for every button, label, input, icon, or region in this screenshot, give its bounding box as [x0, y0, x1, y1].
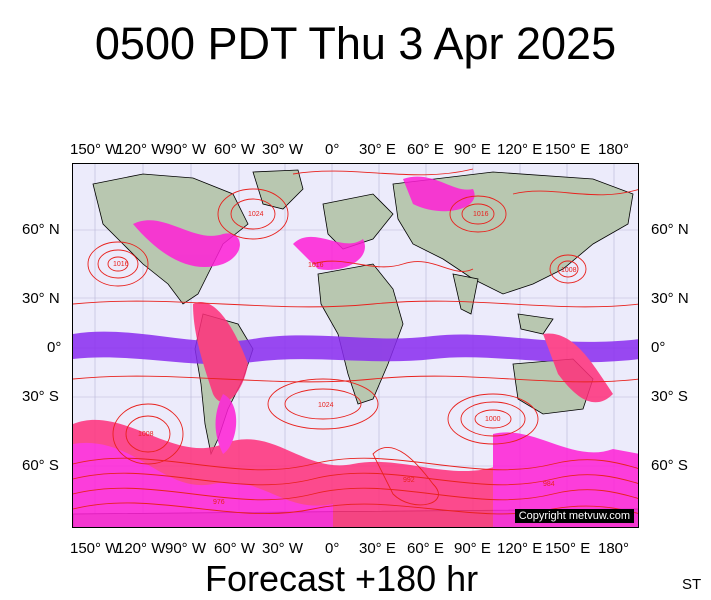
pressure-label: 1016 [473, 211, 489, 218]
forecast-label: Forecast +180 hr [205, 558, 479, 599]
pressure-label: 1024 [248, 211, 264, 218]
lon-label-top: 150° W [70, 141, 120, 158]
lat-label-right: 60° S [651, 457, 688, 474]
lat-label-left: 60° N [22, 221, 60, 238]
pressure-label: 1024 [318, 402, 334, 409]
lon-label-top: 60° E [407, 141, 444, 158]
lat-label-right: 0° [651, 339, 666, 356]
lon-label-bottom: 120° W [116, 540, 166, 557]
lat-label-right: 30° S [651, 388, 688, 405]
pressure-label: 976 [213, 499, 225, 506]
lon-label-top: 120° W [116, 141, 166, 158]
lat-label-left: 0° [47, 339, 62, 356]
lat-label-left: 60° S [22, 457, 59, 474]
lon-label-top: 150° E [545, 141, 591, 158]
lon-label-top: 90° E [454, 141, 491, 158]
pressure-label: 1016 [113, 261, 129, 268]
pressure-label: 1008 [561, 267, 577, 274]
copyright-notice: Copyright metvuw.com [514, 509, 634, 523]
lon-label-bottom: 90° E [454, 540, 491, 557]
lon-label-top: 90° W [165, 141, 207, 158]
lat-label-left: 30° N [22, 290, 60, 307]
lon-label-top: 120° E [497, 141, 543, 158]
lon-label-bottom: 90° W [165, 540, 207, 557]
pressure-labels: 1016 1024 1016 1008 1000 1024 992 984 97… [113, 211, 577, 506]
chart-title: 0500 PDT Thu 3 Apr 2025 [94, 18, 617, 69]
pressure-label: 1016 [308, 262, 324, 269]
lon-label-bottom: 30° E [359, 540, 396, 557]
lon-label-bottom: 60° E [407, 540, 444, 557]
lon-label-bottom: 30° W [262, 540, 304, 557]
lon-label-top: 60° W [214, 141, 256, 158]
pressure-label: 1008 [138, 431, 154, 438]
map-canvas: 1016 1024 1016 1008 1000 1024 992 984 97… [73, 164, 638, 527]
forecast-map: 1016 1024 1016 1008 1000 1024 992 984 97… [72, 163, 639, 528]
lon-label-bottom: 0° [325, 540, 340, 557]
lon-label-bottom: 120° E [497, 540, 543, 557]
isobars [73, 168, 638, 515]
pressure-label: 992 [403, 477, 415, 484]
lat-label-right: 30° N [651, 290, 689, 307]
lon-label-bottom: 60° W [214, 540, 256, 557]
lon-label-top: 180° [598, 141, 630, 158]
corner-label: ST [682, 576, 702, 593]
lon-label-top: 30° W [262, 141, 304, 158]
lon-label-bottom: 150° E [545, 540, 591, 557]
lon-label-top: 0° [325, 141, 340, 158]
lon-label-top: 30° E [359, 141, 396, 158]
pressure-label: 984 [543, 481, 555, 488]
pressure-label: 1000 [485, 416, 501, 423]
lat-label-left: 30° S [22, 388, 59, 405]
lat-label-right: 60° N [651, 221, 689, 238]
lon-label-bottom: 180° [598, 540, 630, 557]
lon-label-bottom: 150° W [70, 540, 120, 557]
